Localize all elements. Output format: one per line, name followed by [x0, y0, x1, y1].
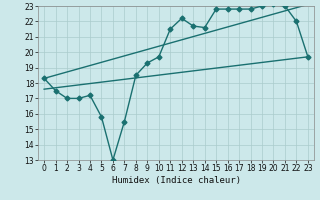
X-axis label: Humidex (Indice chaleur): Humidex (Indice chaleur): [111, 176, 241, 185]
